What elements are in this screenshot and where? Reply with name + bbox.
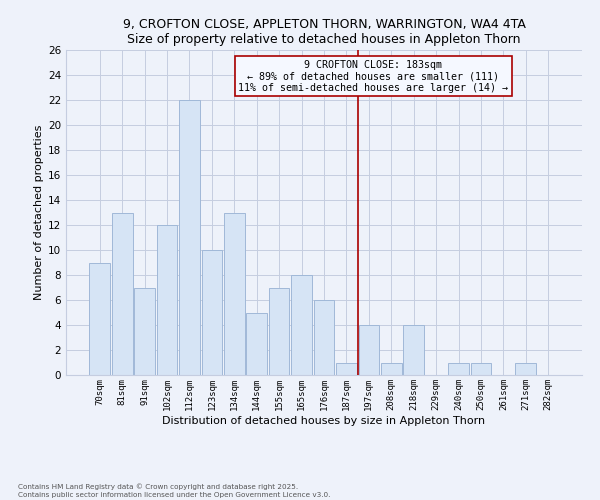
X-axis label: Distribution of detached houses by size in Appleton Thorn: Distribution of detached houses by size … [163, 416, 485, 426]
Bar [314, 300, 334, 375]
Bar [202, 250, 222, 375]
Bar [112, 212, 133, 375]
Bar [157, 225, 178, 375]
Text: Contains HM Land Registry data © Crown copyright and database right 2025.
Contai: Contains HM Land Registry data © Crown c… [18, 484, 331, 498]
Text: 9 CROFTON CLOSE: 183sqm
← 89% of detached houses are smaller (111)
11% of semi-d: 9 CROFTON CLOSE: 183sqm ← 89% of detache… [238, 60, 508, 93]
Bar [269, 288, 289, 375]
Bar [224, 212, 245, 375]
Bar [470, 362, 491, 375]
Bar [134, 288, 155, 375]
Bar [359, 325, 379, 375]
Bar [403, 325, 424, 375]
Bar [247, 312, 267, 375]
Bar [381, 362, 401, 375]
Title: 9, CROFTON CLOSE, APPLETON THORN, WARRINGTON, WA4 4TA
Size of property relative : 9, CROFTON CLOSE, APPLETON THORN, WARRIN… [122, 18, 526, 46]
Bar [336, 362, 357, 375]
Bar [448, 362, 469, 375]
Y-axis label: Number of detached properties: Number of detached properties [34, 125, 44, 300]
Bar [515, 362, 536, 375]
Bar [291, 275, 312, 375]
Bar [89, 262, 110, 375]
Bar [179, 100, 200, 375]
